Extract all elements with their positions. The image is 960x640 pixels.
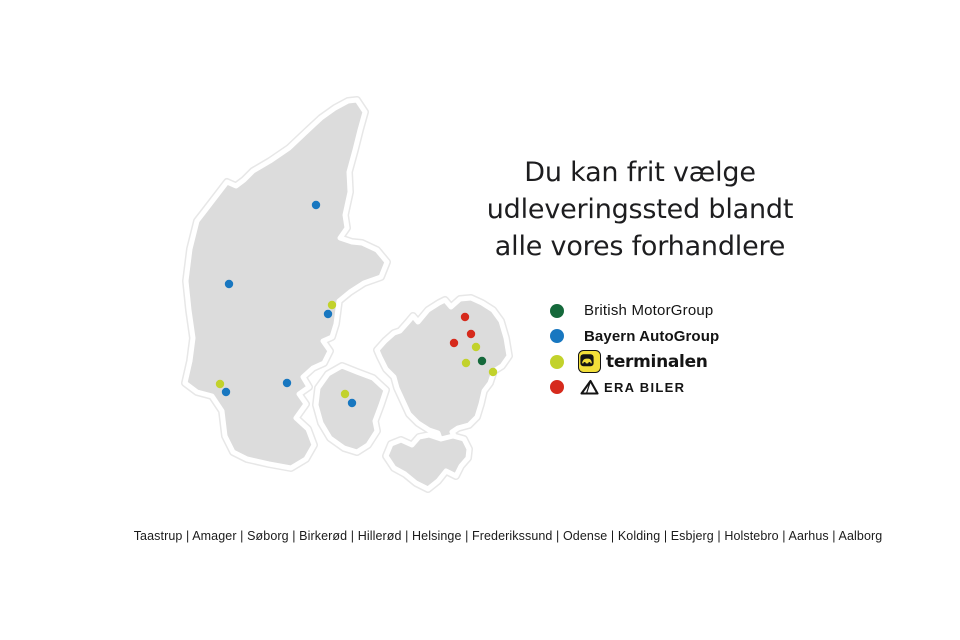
- dealer-marker: [327, 300, 337, 310]
- legend-row-british: British MotorGroup: [550, 298, 719, 324]
- dealer-marker: [461, 358, 471, 368]
- dealer-marker: [460, 312, 470, 322]
- legend-label: terminalen: [606, 351, 708, 372]
- legend-label: British MotorGroup: [584, 302, 714, 320]
- landmass-lolland-falster: [386, 435, 469, 489]
- dealer-markers: [215, 200, 498, 408]
- dealer-marker: [488, 367, 498, 377]
- dealer-marker: [477, 356, 487, 366]
- legend-row-terminalen: terminalen: [550, 349, 719, 375]
- dealer-marker: [215, 379, 225, 389]
- dealer-marker: [449, 338, 459, 348]
- british-motorgroup-dot-icon: [550, 303, 564, 318]
- dealer-marker: [224, 279, 234, 289]
- legend-label: ERA BILER: [604, 379, 686, 395]
- dealer-marker: [323, 309, 333, 319]
- dealer-marker: [221, 387, 231, 397]
- dealer-marker: [466, 329, 476, 339]
- dealer-legend: British MotorGroup Bayern AutoGroup term…: [550, 298, 719, 400]
- headline: Du kan frit vælge udleveringssted blandt…: [420, 154, 860, 265]
- terminalen-logo-icon: [578, 350, 601, 374]
- headline-line: alle vores forhandlere: [494, 231, 786, 262]
- dealer-marker: [311, 200, 321, 210]
- legend-label: Bayern AutoGroup: [584, 327, 720, 345]
- legend-row-bayern: Bayern AutoGroup: [550, 324, 719, 350]
- dealer-marker: [471, 342, 481, 352]
- landmass-zealand: [377, 298, 509, 459]
- legend-row-era: ERA BILER: [550, 375, 719, 401]
- dealer-marker: [347, 398, 357, 408]
- era-biler-dot-icon: [550, 380, 564, 395]
- dealer-marker: [282, 378, 292, 388]
- bayern-autogroup-dot-icon: [550, 329, 564, 344]
- dealer-marker: [340, 389, 350, 399]
- city-list: Taastrup | Amager | Søborg | Birkerød | …: [133, 529, 883, 543]
- headline-line: udleveringssted blandt: [486, 194, 794, 225]
- era-biler-logo-icon: [580, 379, 599, 395]
- headline-line: Du kan frit vælge: [524, 157, 756, 188]
- terminalen-dot-icon: [550, 354, 564, 369]
